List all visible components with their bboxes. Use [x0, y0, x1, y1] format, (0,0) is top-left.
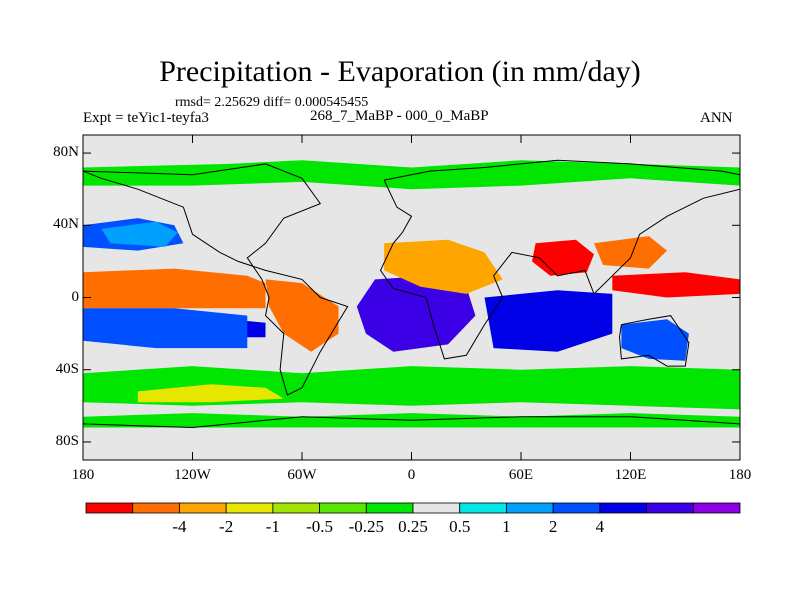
- coastline-1: [379, 159, 740, 360]
- axis-ticks: [82, 135, 741, 460]
- region-spac-blue: [83, 308, 248, 349]
- colorbar-swatch: [692, 502, 741, 514]
- colorbar-swatch: [225, 502, 274, 514]
- region-asia-orange: [594, 236, 667, 269]
- x-tick-label: 60E: [508, 467, 534, 483]
- colorbar-swatch: [412, 502, 461, 514]
- season-label: ANN: [700, 110, 733, 126]
- colorbar-swatch: [132, 502, 180, 514]
- coastlines: [83, 159, 740, 429]
- region-atlantic-wet: [356, 275, 476, 352]
- colorbar-swatch: [85, 502, 134, 514]
- region-indian-wet: [484, 290, 613, 352]
- colorbar-swatch: [599, 502, 647, 514]
- x-tick-label: 60W: [287, 467, 317, 483]
- colorbar-label: -0.25: [348, 517, 384, 536]
- region-africa-orange: [384, 239, 503, 294]
- coastline-3: [83, 416, 740, 429]
- colorbar-label: -2: [219, 517, 234, 536]
- colorbar-label: 1: [502, 517, 511, 536]
- colorbar: [85, 502, 741, 514]
- period-label: 268_7_MaBP - 000_0_MaBP: [310, 108, 489, 124]
- colorbar-swatch: [646, 502, 694, 514]
- y-tick-label: 40N: [53, 216, 79, 233]
- region-west-pacific-dry: [612, 272, 740, 298]
- y-tick-label: 80S: [55, 432, 79, 449]
- experiment-label: Expt = teYic1-teyfa3: [83, 110, 209, 126]
- region-itcz-pacific-orange: [83, 268, 266, 309]
- x-tick-label: 120W: [174, 467, 211, 483]
- x-tick-label: 180: [71, 467, 95, 483]
- x-tick-label: 180: [728, 467, 752, 483]
- colorbar-swatch: [272, 502, 320, 514]
- y-tick-label: 0: [71, 288, 80, 305]
- colorbar-swatch: [459, 502, 507, 514]
- colorbar-label: -1: [265, 517, 280, 536]
- colorbar-label: -4: [172, 517, 187, 536]
- region-npac-east-wet: [101, 221, 178, 247]
- colorbar-swatch: [365, 502, 414, 514]
- colorbar-label: 0.5: [449, 517, 471, 536]
- colorbar-label: 4: [595, 517, 605, 536]
- map-title: Precipitation - Evaporation (in mm/day): [159, 55, 641, 88]
- y-tick-label: 40S: [55, 360, 79, 377]
- colorbar-swatch: [506, 502, 554, 514]
- colorbar-swatch: [179, 502, 227, 514]
- colorbar-swatch: [552, 502, 601, 514]
- region-antarctic-band: [83, 427, 740, 460]
- coastline-0: [83, 163, 349, 396]
- y-tick-label: 80N: [53, 144, 79, 161]
- rmsd-diff-label: rmsd= 2.25629 diff= 0.000545455: [175, 95, 369, 110]
- region-australia-blue: [621, 319, 689, 361]
- colorbar-label: 0.25: [398, 517, 428, 536]
- region-india-dry: [532, 239, 594, 276]
- region-north-polar-band: [83, 135, 740, 172]
- x-tick-label: 120E: [614, 467, 647, 483]
- region-southern-yellow: [137, 384, 284, 403]
- colorbar-swatch: [319, 502, 367, 514]
- x-tick-label: 0: [407, 467, 416, 483]
- colorbar-label: -0.5: [306, 517, 334, 536]
- colorbar-label: 2: [548, 517, 558, 536]
- coastline-2: [618, 315, 690, 367]
- precip-field: [83, 135, 740, 460]
